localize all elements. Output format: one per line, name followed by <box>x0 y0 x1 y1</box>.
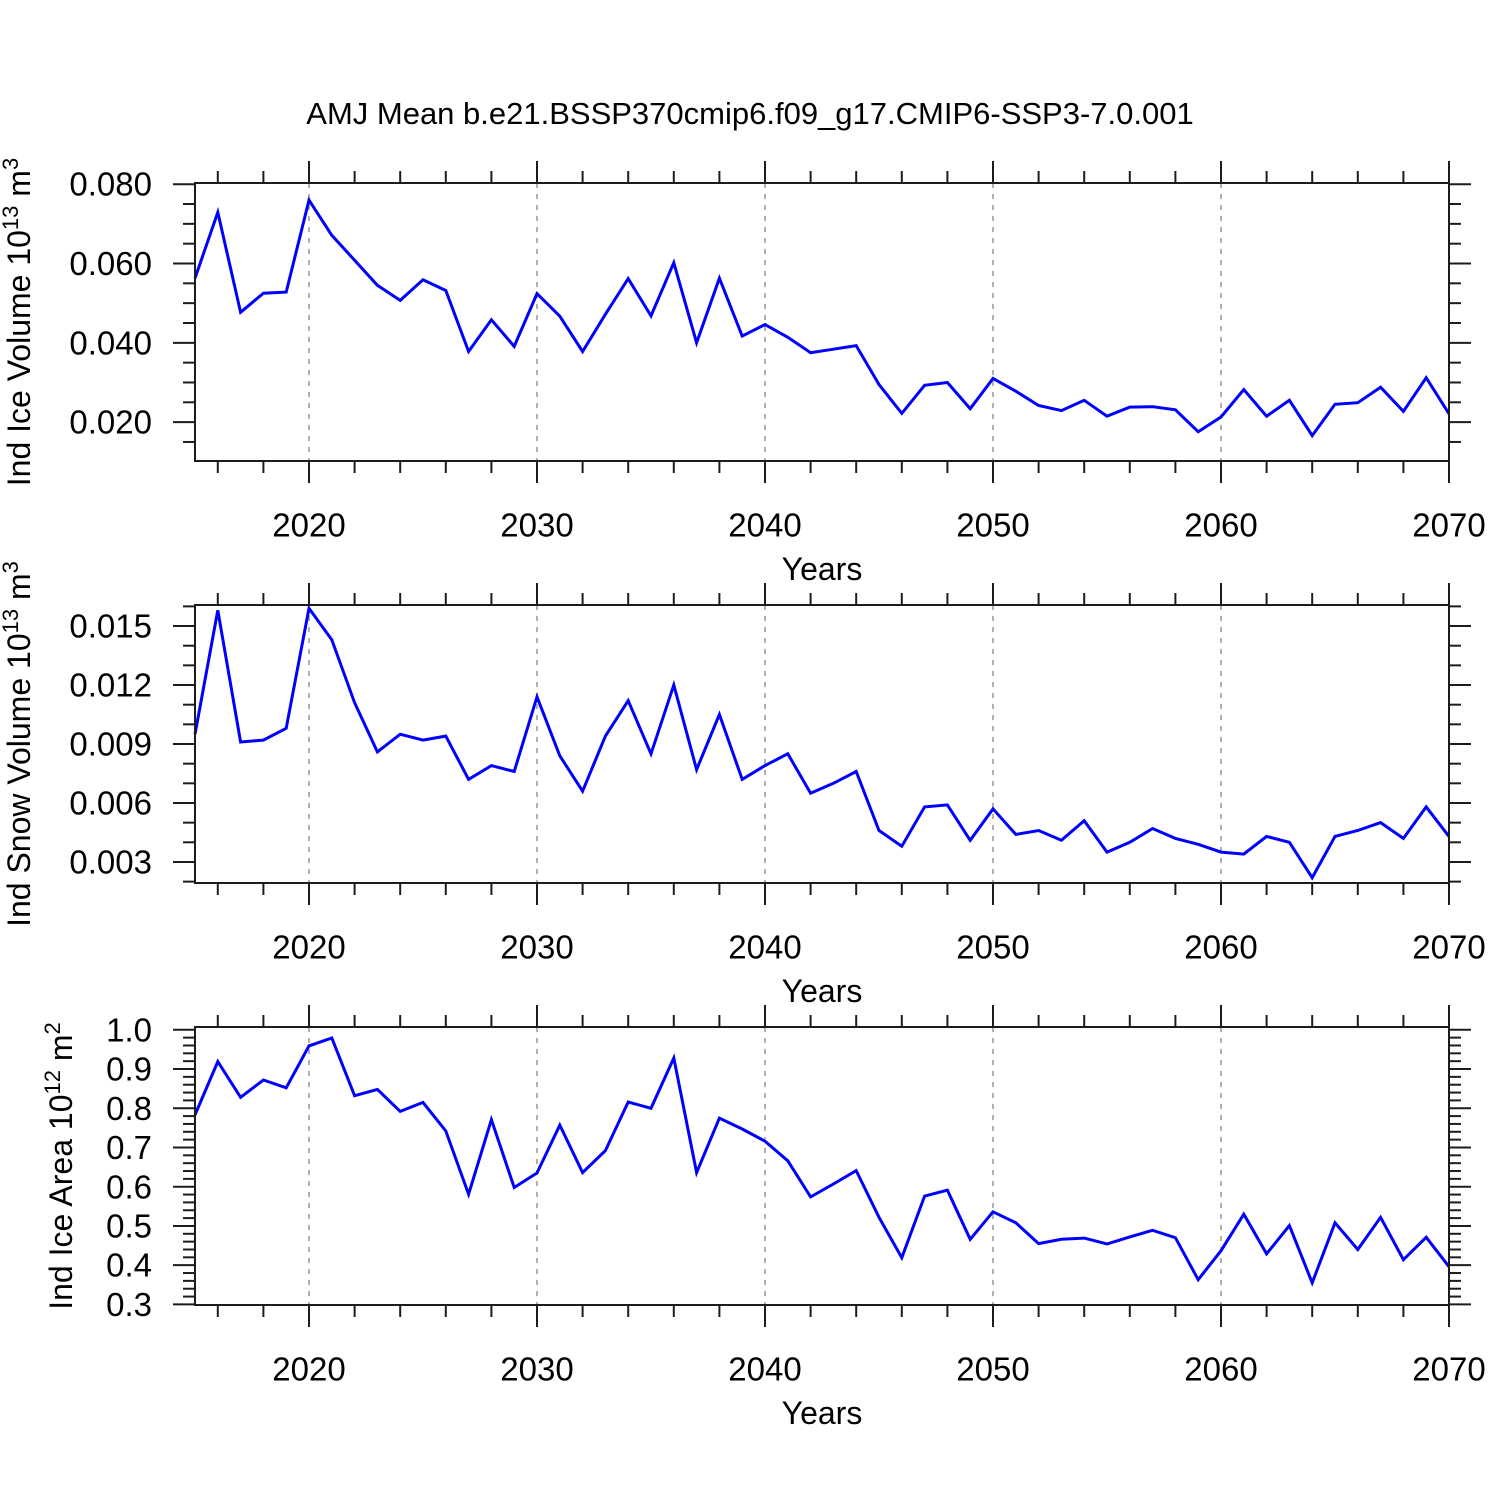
plot-frame <box>194 1026 1450 1306</box>
panel-ice-area: 0.30.40.50.60.70.80.91.0 2020 2030 2040 2050… <box>40 1005 1486 1431</box>
x-tick-label: 2070 <box>1412 1351 1485 1388</box>
y-tick-label: 0.009 <box>69 726 152 763</box>
x-tick-label: 2060 <box>1184 929 1257 966</box>
x-tick-label: 2020 <box>272 507 345 544</box>
y-tick-label: 0.4 <box>106 1247 152 1284</box>
y-tick-label: 0.3 <box>106 1286 152 1323</box>
y-tick-label: 0.6 <box>106 1168 152 1205</box>
x-tick-label: 2040 <box>728 929 801 966</box>
y-axis-title: Ind Ice Volume 1013 m3 <box>0 158 37 486</box>
x-tick-label: 2060 <box>1184 1351 1257 1388</box>
x-tick-label: 2040 <box>728 507 801 544</box>
y-axis-title: Ind Snow Volume 1013 m3 <box>0 561 37 927</box>
x-tick-label: 2070 <box>1412 507 1485 544</box>
y-tick-label: 0.040 <box>69 324 152 361</box>
y-tick-label: 0.003 <box>69 844 152 881</box>
y-tick-label: 0.020 <box>69 404 152 441</box>
x-tick-label: 2020 <box>272 1351 345 1388</box>
x-tick-label: 2030 <box>500 929 573 966</box>
panel-ice-volume: 0.020 0.040 0.060 0.080 2020 2030 2040 2050 2060… <box>0 158 1486 587</box>
x-tick-label: 2050 <box>956 507 1029 544</box>
x-tick-label: 2050 <box>956 929 1029 966</box>
panel-snow-volume: 0.003 0.006 0.009 0.012 0.015 2020 2030 2040 205… <box>0 561 1486 1009</box>
y-axis-title: Ind Ice Area 1012 m2 <box>40 1022 79 1310</box>
y-tick-label: 0.012 <box>69 667 152 704</box>
y-tick-label: 0.7 <box>106 1129 152 1166</box>
y-tick-label: 0.060 <box>69 245 152 282</box>
y-tick-label: 0.080 <box>69 166 152 203</box>
x-tick-label: 2060 <box>1184 507 1257 544</box>
y-tick-label: 1.0 <box>106 1011 152 1048</box>
y-tick-label: 0.9 <box>106 1051 152 1088</box>
x-tick-label: 2040 <box>728 1351 801 1388</box>
data-line <box>193 1036 1451 1287</box>
data-line <box>193 196 1451 439</box>
x-tick-label: 2050 <box>956 1351 1029 1388</box>
y-tick-label: 0.015 <box>69 608 152 645</box>
x-tick-label: 2070 <box>1412 929 1485 966</box>
y-tick-label: 0.006 <box>69 785 152 822</box>
x-tick-label: 2030 <box>500 1351 573 1388</box>
figure-title: AMJ Mean b.e21.BSSP370cmip6.f09_g17.CMIP… <box>306 96 1194 131</box>
x-tick-label: 2020 <box>272 929 345 966</box>
x-axis-title: Years <box>782 551 863 587</box>
x-axis-title: Years <box>782 1395 863 1431</box>
x-tick-label: 2030 <box>500 507 573 544</box>
data-line <box>193 604 1451 881</box>
plot-frame <box>194 182 1450 462</box>
y-tick-label: 0.5 <box>106 1207 152 1244</box>
y-tick-label: 0.8 <box>106 1090 152 1127</box>
x-axis-title: Years <box>782 973 863 1009</box>
